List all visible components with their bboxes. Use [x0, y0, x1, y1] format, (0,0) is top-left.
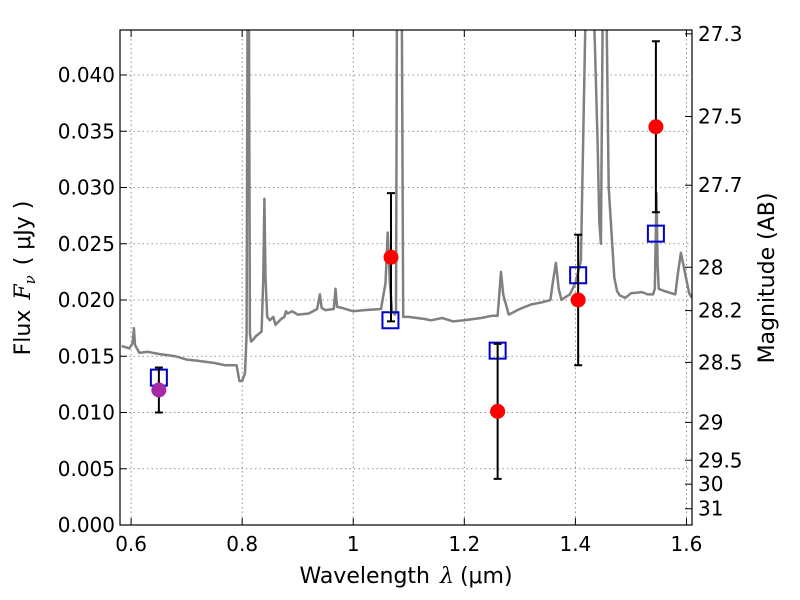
circle-marker: [648, 119, 664, 135]
x-tick-label: 0.6: [115, 532, 147, 556]
x-tick-label: 1.6: [671, 532, 703, 556]
model-spectrum-line: [121, 30, 692, 383]
y-tick-label: 0.000: [58, 513, 115, 537]
y2-tick-label: 31: [698, 497, 723, 521]
y-axis-label: Flux Fν ( μJy ): [11, 201, 39, 356]
y2-tick-label: 29: [698, 410, 723, 434]
square-marker: [646, 224, 665, 243]
y2-tick-label: 27.7: [698, 173, 743, 197]
x-tick-label: 1.4: [559, 532, 591, 556]
y-tick-label: 0.035: [58, 119, 115, 143]
y-tick-label: 0.010: [58, 401, 115, 425]
plot-background: [120, 30, 692, 525]
axis-ticks: [120, 30, 692, 526]
y-tick-label: 0.020: [58, 288, 115, 312]
x-axis-label-symbol: λ: [439, 564, 454, 589]
y2-tick-label: 28.5: [698, 350, 743, 374]
y2-tick-label: 27.5: [698, 105, 743, 129]
y-tick-label: 0.005: [58, 457, 115, 481]
plot-area: [121, 30, 692, 480]
y-axis-label-unit: ( μJy ): [11, 201, 36, 266]
y-axis-label-subscript: ν: [21, 275, 39, 284]
y-tick-label: 0.025: [58, 232, 115, 256]
circle-marker: [490, 403, 506, 419]
y2-axis-label: Magnitude (AB): [755, 193, 780, 364]
circle-marker: [570, 292, 586, 308]
y-axis-label-prefix: Flux: [11, 310, 36, 356]
y2-tick-label: 30: [698, 472, 723, 496]
y-tick-label: 0.015: [58, 344, 115, 368]
y-tick-label: 0.040: [58, 63, 115, 87]
circle-marker: [151, 382, 167, 398]
tick-labels: 0.6 0.8 1 1.2 1.4 1.6 0.000 0.005 0.010 0.015 0.02…: [58, 22, 743, 556]
y2-tick-label: 29.5: [698, 448, 743, 472]
circle-marker: [383, 249, 399, 265]
data-markers: [149, 40, 665, 480]
plot-frame: [119, 29, 693, 526]
y-tick-label: 0.030: [58, 176, 115, 200]
y2-tick-label: 28.2: [698, 299, 743, 323]
x-axis-label-prefix: Wavelength: [299, 564, 430, 589]
x-tick-label: 1: [347, 532, 360, 556]
x-tick-label: 0.8: [226, 532, 258, 556]
y-axis-label-symbol: F: [11, 284, 36, 301]
x-tick-label: 1.2: [448, 532, 480, 556]
y2-tick-label: 28: [698, 255, 723, 279]
y2-tick-label: 27.3: [698, 22, 743, 46]
x-axis-label: Wavelength λ (μm): [299, 564, 512, 589]
x-axis-label-unit: (μm): [460, 564, 513, 589]
